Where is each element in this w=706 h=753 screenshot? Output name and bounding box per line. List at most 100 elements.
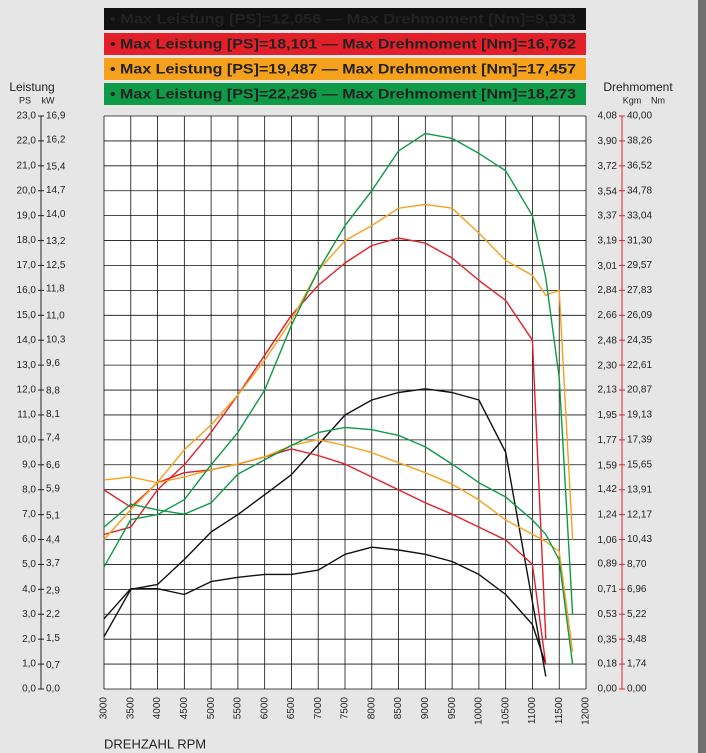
torque-line	[103, 426, 574, 665]
kw-tick-label: 3,7	[46, 558, 60, 569]
power-line	[103, 237, 547, 640]
x-tick-label: 7000	[313, 697, 324, 720]
nm-unit: Nm	[651, 95, 665, 105]
legend-label: • Max Leistung [PS]=12,056 — Max Drehmom…	[110, 11, 576, 27]
torque-line	[103, 439, 574, 652]
kgm-tick-label: 0,53	[598, 609, 618, 620]
x-tick-label: 11000	[527, 697, 538, 725]
kgm-tick-label: 0,89	[598, 559, 618, 570]
kgm-tick-label: 2,84	[598, 285, 618, 296]
y-tick-label: 6,0	[22, 534, 36, 545]
kgm-unit: Kgm	[623, 95, 642, 105]
y2-tick-label: 31,30	[627, 235, 652, 246]
kw-tick-label: 5,9	[46, 484, 60, 495]
y2-tick-label: 1,74	[627, 659, 647, 670]
kw-tick-label: 15,4	[46, 161, 66, 172]
kw-tick-label: 10,3	[46, 334, 66, 345]
y-tick-label: 9,0	[22, 459, 36, 470]
y2-tick-label: 33,04	[627, 210, 652, 221]
x-tick-label: 9000	[420, 697, 431, 720]
power-line	[103, 132, 574, 615]
x-tick-label: 8000	[366, 697, 377, 720]
y2-tick-label: 20,87	[627, 385, 652, 396]
x-tick-label: 4000	[152, 697, 163, 720]
kw-tick-label: 14,0	[46, 209, 66, 220]
kgm-tick-label: 3,37	[598, 210, 618, 221]
kw-tick-label: 5,1	[46, 511, 60, 522]
x-tick-label: 3000	[99, 697, 110, 720]
y-tick-label: 1,0	[22, 659, 36, 670]
x-tick-label: 7500	[340, 697, 351, 720]
y-tick-label: 13,0	[17, 360, 37, 371]
x-tick-label: 5000	[206, 697, 217, 720]
y-tick-label: 12,0	[17, 385, 37, 396]
y2-tick-label: 40,00	[627, 111, 652, 122]
kw-tick-label: 0,7	[46, 660, 60, 671]
y-tick-label: 15,0	[17, 310, 37, 321]
legend-label: • Max Leistung [PS]=19,487 — Max Drehmom…	[110, 61, 576, 77]
y2-tick-label: 10,43	[627, 534, 652, 545]
y2-tick-label: 22,61	[627, 360, 652, 371]
kgm-tick-label: 2,13	[598, 385, 618, 396]
y2-tick-label: 17,39	[627, 435, 652, 446]
ps-unit: PS	[19, 95, 31, 105]
kgm-tick-label: 0,00	[598, 684, 618, 695]
y2-tick-label: 8,70	[627, 559, 647, 570]
kgm-tick-label: 3,54	[598, 186, 618, 197]
x-tick-label: 6000	[259, 697, 270, 720]
y-tick-label: 11,0	[17, 410, 36, 421]
kw-tick-label: 16,9	[46, 111, 66, 122]
y2-tick-label: 24,35	[627, 335, 652, 346]
kgm-tick-label: 0,35	[598, 634, 618, 645]
kgm-tick-label: 3,19	[598, 236, 618, 247]
x-tick-label: 10000	[474, 697, 485, 725]
y-tick-label: 17,0	[17, 260, 37, 271]
x-tick-label: 6500	[286, 697, 297, 720]
y2-tick-label: 13,91	[627, 484, 652, 495]
y2-tick-label: 29,57	[627, 260, 652, 271]
kw-tick-label: 9,6	[46, 358, 60, 369]
kgm-tick-label: 3,72	[598, 161, 618, 172]
legend-swatch	[104, 58, 586, 80]
kgm-tick-label: 1,59	[598, 460, 618, 471]
kw-tick-label: 16,2	[46, 134, 66, 145]
kw-tick-label: 4,4	[46, 534, 60, 545]
y2-tick-label: 15,65	[627, 459, 652, 470]
y-tick-label: 18,0	[17, 235, 37, 246]
kw-tick-label: 7,4	[46, 433, 60, 444]
y2-tick-label: 6,96	[627, 584, 647, 595]
y2-tick-label: 0,00	[627, 684, 647, 695]
y-tick-label: 10,0	[17, 435, 37, 446]
y2-tick-label: 27,83	[627, 285, 652, 296]
kw-tick-label: 14,7	[46, 185, 66, 196]
kgm-tick-label: 0,71	[598, 584, 618, 595]
y-tick-label: 4,0	[22, 584, 36, 595]
y-tick-label: 21,0	[17, 160, 37, 171]
kw-tick-label: 0,0	[46, 684, 60, 695]
kgm-tick-label: 0,18	[598, 658, 618, 669]
y-tick-label: 16,0	[17, 285, 37, 296]
y2-tick-label: 26,09	[627, 310, 652, 321]
torque-line	[103, 448, 547, 665]
kgm-tick-label: 4,08	[598, 111, 618, 122]
kw-tick-label: 1,5	[46, 633, 60, 644]
kw-unit: kW	[42, 95, 56, 105]
y-tick-label: 8,0	[22, 484, 36, 495]
y2-tick-label: 12,17	[627, 509, 652, 520]
y-tick-label: 20,0	[17, 185, 37, 196]
kw-tick-label: 8,8	[46, 385, 60, 396]
y-tick-label: 22,0	[17, 136, 37, 147]
x-tick-label: 9500	[447, 697, 458, 720]
legend-swatch	[104, 83, 586, 105]
x-tick-label: 8500	[393, 697, 404, 720]
y2-tick-label: 38,26	[627, 136, 652, 147]
kgm-tick-label: 2,66	[598, 310, 618, 321]
legend-swatch	[104, 33, 586, 55]
x-tick-label: 4500	[179, 697, 190, 720]
kw-tick-label: 8,1	[46, 409, 60, 420]
kgm-tick-label: 1,24	[598, 509, 618, 520]
y-tick-label: 3,0	[22, 609, 36, 620]
y2-tick-label: 3,48	[627, 634, 647, 645]
kw-tick-label: 12,5	[46, 260, 66, 271]
